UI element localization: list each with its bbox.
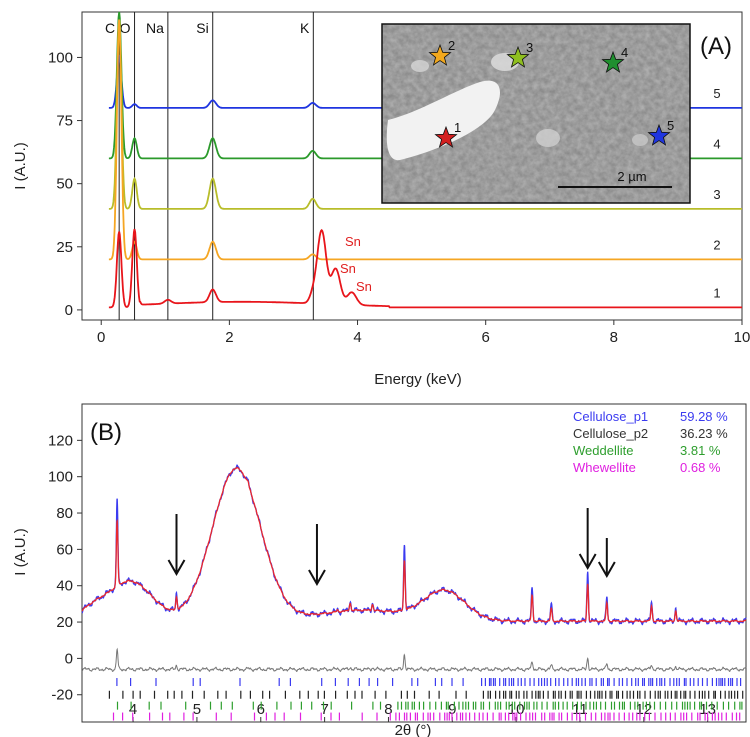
y-tick-label: 25: [56, 239, 73, 256]
legend-phase-value-0: 59.28 %: [680, 409, 728, 424]
legend-phase-name-0: Cellulose_p1: [573, 409, 648, 424]
legend-phase-name-1: Cellulose_p2: [573, 426, 648, 441]
panel-a-x-axis-title: Energy (keV): [374, 371, 462, 388]
arrow-head: [167, 559, 186, 577]
whewellite-bragg-marks: [112, 712, 741, 721]
y-tick-label: 50: [56, 176, 73, 193]
sem-inset-image: 1 2 3 4 5 2 µm: [381, 23, 691, 204]
weddellite-bragg-marks: [116, 701, 743, 710]
sn-annotation-3: Sn: [356, 279, 372, 294]
arrow-head: [597, 561, 616, 579]
difference-curve-line: [81, 647, 747, 673]
inset-star-marker-4: [601, 50, 625, 73]
spectrum-label-4: 4: [713, 136, 720, 151]
y-tick-label: 100: [48, 49, 73, 66]
y-tick-label: 0: [65, 302, 73, 319]
x-tick-label: 7: [320, 701, 328, 718]
x-tick-label: 8: [384, 701, 392, 718]
x-tick-label: 10: [734, 329, 750, 346]
down-arrow: [597, 538, 616, 579]
x-tick-label: 6: [482, 329, 490, 346]
scale-bar-label: 2 µm: [617, 169, 646, 184]
spectrum-label-2: 2: [713, 237, 720, 252]
bright-particle: [386, 80, 500, 161]
x-tick-label: 4: [129, 701, 137, 718]
y-tick-label: 20: [56, 614, 73, 631]
spectrum-line-1: [108, 228, 742, 309]
inset-marker-label-1: 1: [454, 120, 461, 135]
x-tick-label: 0: [97, 329, 105, 346]
y-tick-label: 80: [56, 505, 73, 522]
y-tick-label: 100: [48, 469, 73, 486]
arrow-head: [578, 553, 597, 571]
y-tick-label: 60: [56, 541, 73, 558]
sn-annotation-1: Sn: [345, 234, 361, 249]
legend-phase-value-1: 36.23 %: [680, 426, 728, 441]
spectrum-line-3: [108, 19, 742, 210]
inset-star-marker-2: [428, 43, 452, 66]
panel-b-x-axis-title: 2θ (°): [395, 722, 432, 737]
legend-phase-name-2: Weddellite: [573, 443, 633, 458]
panel-b-legend: Cellulose_p1 59.28 % Cellulose_p2 36.23 % We…: [573, 409, 728, 475]
legend-phase-value-2: 3.81 %: [680, 443, 721, 458]
x-tick-label: 2: [225, 329, 233, 346]
element-label-o: O: [120, 20, 131, 36]
panel-b-label: (B): [90, 419, 122, 446]
down-arrow: [167, 514, 186, 577]
inset-frame: [381, 23, 691, 204]
x-tick-label: 8: [610, 329, 618, 346]
element-label-na: Na: [146, 20, 164, 36]
cellulose-p2-bragg-marks: [108, 690, 744, 699]
y-tick-label: -20: [51, 687, 73, 704]
cellulose-p1-bragg-marks: [116, 678, 742, 687]
arrow-head: [308, 569, 326, 587]
inset-marker-label-4: 4: [621, 45, 628, 60]
inset-marker-label-3: 3: [526, 40, 533, 55]
sn-annotation-2: Sn: [340, 261, 356, 276]
spectrum-line-2: [108, 19, 742, 261]
element-label-si: Si: [196, 20, 208, 36]
x-tick-label: 10: [508, 701, 525, 718]
legend-phase-value-3: 0.68 %: [680, 460, 721, 475]
element-label-k: K: [300, 20, 310, 36]
calculated-pattern-line: [81, 466, 747, 623]
panel-a-frame: [81, 11, 743, 321]
inset-star-marker-1: [434, 125, 458, 148]
down-arrow: [578, 508, 597, 571]
x-tick-label: 4: [353, 329, 361, 346]
panel-a-y-axis-title: I (A.U.): [12, 142, 29, 190]
element-label-c: C: [105, 20, 115, 36]
y-tick-label: 0: [65, 650, 73, 667]
panel-b-frame: [81, 403, 747, 723]
down-arrow: [308, 524, 326, 587]
x-tick-label: 9: [448, 701, 456, 718]
y-tick-label: 120: [48, 432, 73, 449]
panel-a-label: (A): [700, 33, 732, 60]
observed-pattern-line: [81, 464, 747, 626]
inset-marker-label-5: 5: [667, 118, 674, 133]
spectrum-label-3: 3: [713, 187, 720, 202]
y-tick-label: 40: [56, 578, 73, 595]
inset-star-marker-5: [647, 123, 671, 146]
spectrum-label-1: 1: [713, 285, 720, 300]
spectrum-label-5: 5: [713, 86, 720, 101]
inset-star-marker-3: [506, 45, 530, 68]
panel-b-y-axis-title: I (A.U.): [12, 528, 29, 576]
legend-phase-name-3: Whewellite: [573, 460, 636, 475]
y-tick-label: 75: [56, 113, 73, 130]
inset-marker-label-2: 2: [448, 38, 455, 53]
x-tick-label: 5: [193, 701, 201, 718]
